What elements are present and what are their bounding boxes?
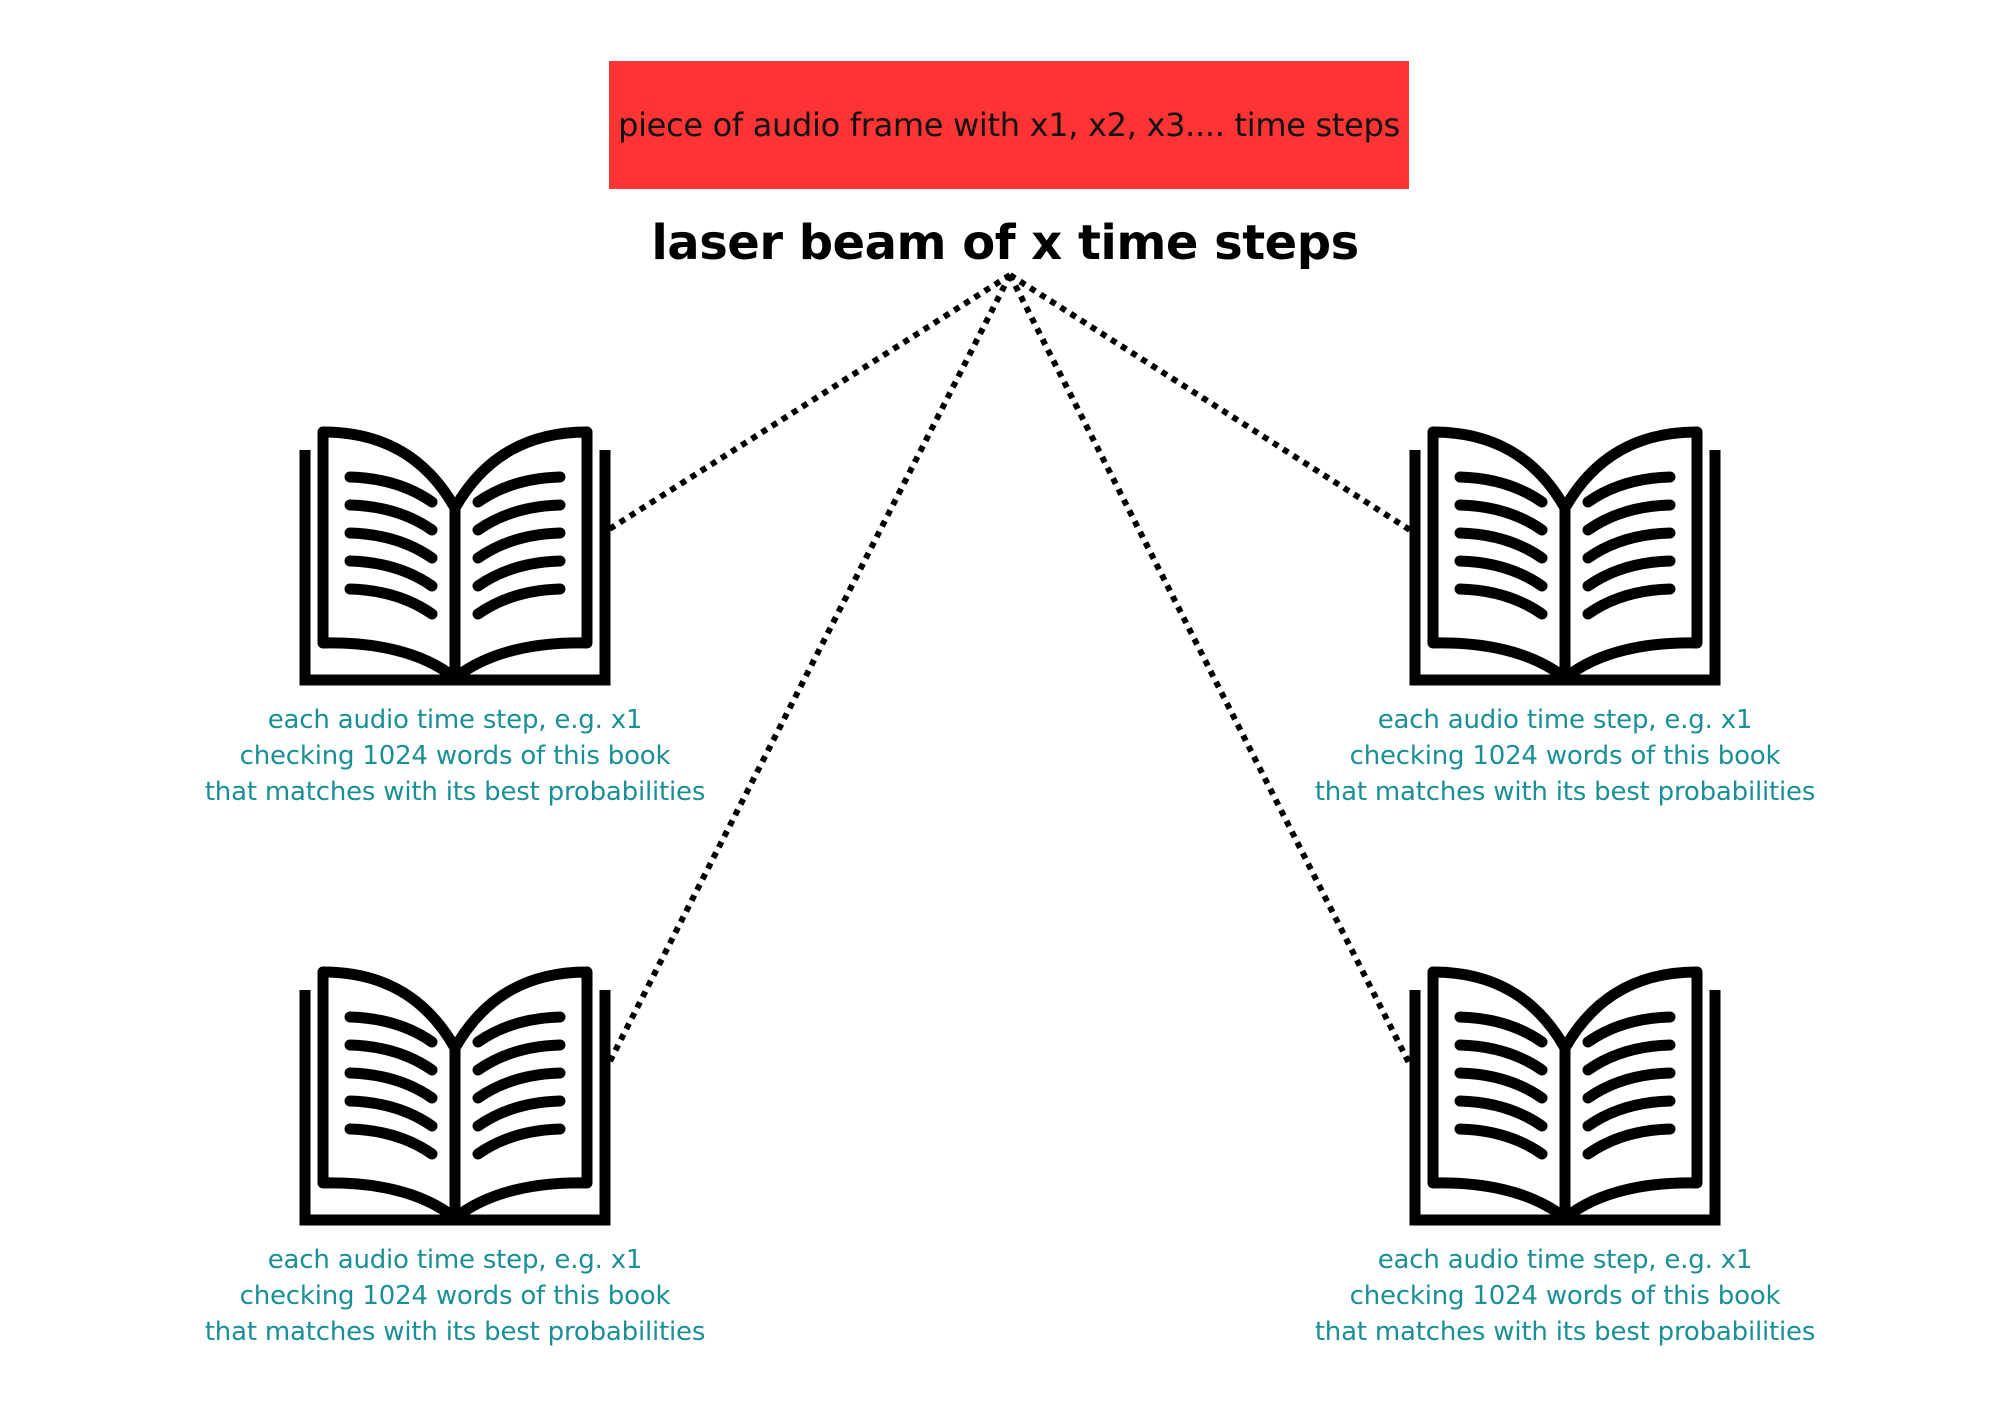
caption-line: that matches with its best probabilities (1314, 777, 1816, 807)
beam-line-bottom-right (1007, 273, 1413, 1067)
book-caption-bottom-left: each audio time step, e.g. x1 checking 1… (155, 1242, 755, 1350)
beam-line-top-left (606, 272, 1012, 533)
caption-line: each audio time step, e.g. x1 (267, 1245, 643, 1275)
audio-frame-label: piece of audio frame with x1, x2, x3....… (618, 106, 1400, 144)
caption-line: each audio time step, e.g. x1 (1377, 705, 1753, 735)
beam-line-top-right (1008, 272, 1412, 533)
beam-line-bottom-left (605, 273, 1013, 1067)
book-caption-top-left: each audio time step, e.g. x1 checking 1… (155, 702, 755, 810)
book-caption-bottom-right: each audio time step, e.g. x1 checking 1… (1265, 1242, 1865, 1350)
open-book-icon (305, 972, 605, 1220)
caption-line: checking 1024 words of this book (1349, 741, 1781, 771)
open-book-icon (1415, 432, 1715, 680)
open-book-icon (305, 432, 605, 680)
caption-line: each audio time step, e.g. x1 (267, 705, 643, 735)
caption-line: that matches with its best probabilities (204, 1317, 706, 1347)
audio-frame-box: piece of audio frame with x1, x2, x3....… (609, 61, 1409, 189)
book-caption-top-right: each audio time step, e.g. x1 checking 1… (1265, 702, 1865, 810)
caption-line: that matches with its best probabilities (1314, 1317, 1816, 1347)
open-book-icon (1415, 972, 1715, 1220)
beam-title: laser beam of x time steps (651, 215, 1359, 271)
caption-line: checking 1024 words of this book (239, 1281, 671, 1311)
caption-line: each audio time step, e.g. x1 (1377, 1245, 1753, 1275)
caption-line: that matches with its best probabilities (204, 777, 706, 807)
caption-line: checking 1024 words of this book (239, 741, 671, 771)
caption-line: checking 1024 words of this book (1349, 1281, 1781, 1311)
